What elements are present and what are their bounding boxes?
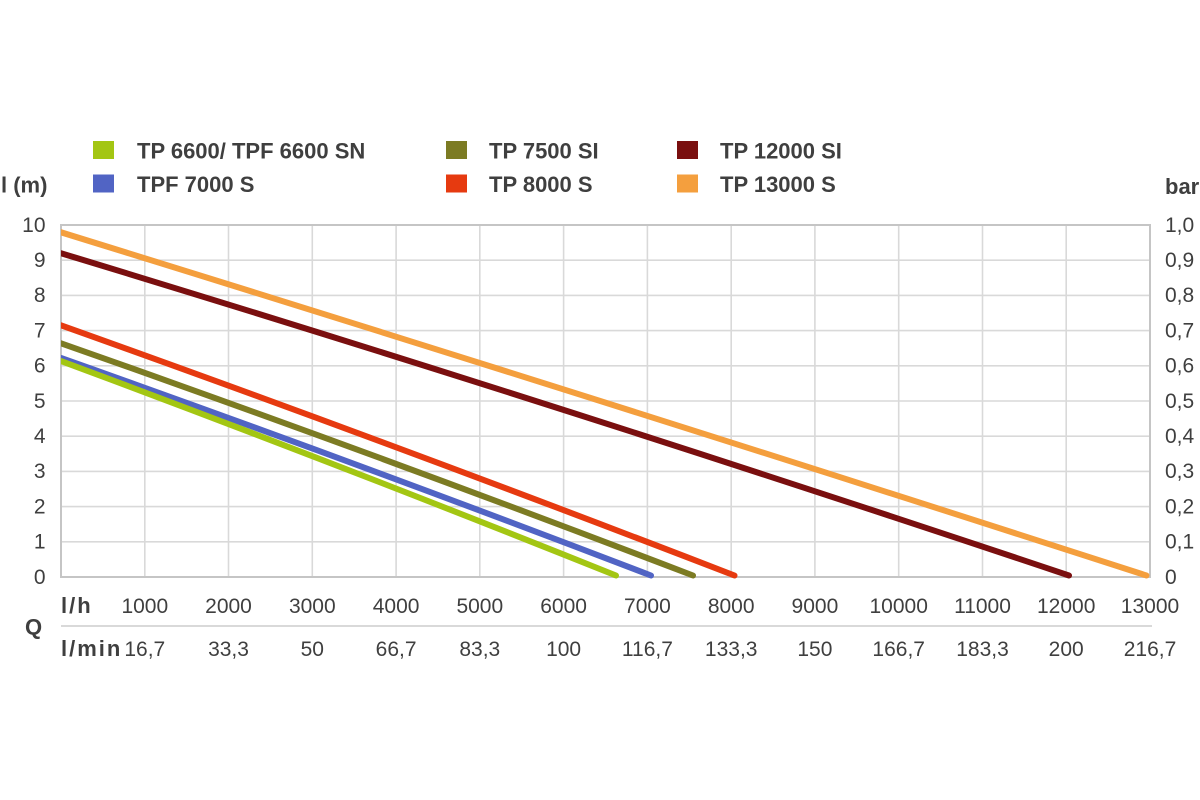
- svg-text:0,3: 0,3: [1165, 460, 1194, 483]
- svg-text:TPF 7000 S: TPF 7000 S: [137, 172, 254, 197]
- svg-text:Q: Q: [25, 615, 42, 640]
- svg-text:1: 1: [34, 531, 46, 554]
- svg-text:50: 50: [301, 638, 324, 661]
- svg-text:16,7: 16,7: [124, 638, 165, 661]
- svg-text:0,4: 0,4: [1165, 425, 1195, 448]
- svg-text:0: 0: [1165, 566, 1177, 589]
- svg-text:0,6: 0,6: [1165, 355, 1194, 378]
- svg-text:166,7: 166,7: [872, 638, 925, 661]
- svg-text:133,3: 133,3: [705, 638, 758, 661]
- svg-text:bar: bar: [1165, 174, 1200, 199]
- svg-text:0: 0: [34, 566, 46, 589]
- svg-text:33,3: 33,3: [208, 638, 249, 661]
- svg-text:8: 8: [34, 284, 46, 307]
- svg-text:11000: 11000: [954, 595, 1011, 618]
- svg-text:5000: 5000: [456, 595, 503, 618]
- svg-text:l (m): l (m): [1, 173, 47, 198]
- svg-text:10000: 10000: [869, 595, 927, 618]
- svg-text:150: 150: [797, 638, 832, 661]
- svg-text:TP 6600/ TPF 6600 SN: TP 6600/ TPF 6600 SN: [137, 139, 365, 164]
- svg-text:3: 3: [34, 460, 46, 483]
- svg-text:9: 9: [34, 249, 46, 272]
- svg-text:10: 10: [22, 214, 45, 237]
- svg-text:66,7: 66,7: [376, 638, 417, 661]
- svg-text:0,9: 0,9: [1165, 249, 1194, 272]
- svg-text:4: 4: [34, 425, 46, 448]
- svg-text:100: 100: [546, 638, 581, 661]
- svg-text:5: 5: [34, 390, 46, 413]
- svg-text:12000: 12000: [1037, 595, 1095, 618]
- svg-text:0,7: 0,7: [1165, 319, 1194, 342]
- svg-text:0,2: 0,2: [1165, 495, 1194, 518]
- svg-text:216,7: 216,7: [1124, 638, 1177, 661]
- svg-text:116,7: 116,7: [622, 638, 673, 661]
- svg-text:83,3: 83,3: [459, 638, 500, 661]
- svg-text:3000: 3000: [289, 595, 336, 618]
- svg-text:13000: 13000: [1121, 595, 1179, 618]
- svg-text:l/h: l/h: [61, 593, 93, 618]
- svg-text:0,5: 0,5: [1165, 390, 1194, 413]
- svg-text:7000: 7000: [624, 595, 671, 618]
- svg-text:l/min: l/min: [61, 636, 122, 661]
- svg-text:1,0: 1,0: [1165, 214, 1194, 237]
- svg-text:0,1: 0,1: [1165, 531, 1194, 554]
- svg-text:TP 8000 S: TP 8000 S: [489, 172, 593, 197]
- svg-text:2: 2: [34, 495, 46, 518]
- svg-text:TP 7500 SI: TP 7500 SI: [489, 139, 599, 164]
- svg-text:1000: 1000: [121, 595, 168, 618]
- svg-text:9000: 9000: [792, 595, 839, 618]
- svg-text:0,8: 0,8: [1165, 284, 1194, 307]
- svg-text:2000: 2000: [205, 595, 252, 618]
- svg-text:183,3: 183,3: [956, 638, 1009, 661]
- svg-text:8000: 8000: [708, 595, 755, 618]
- svg-text:6000: 6000: [540, 595, 587, 618]
- svg-text:TP 13000 S: TP 13000 S: [720, 172, 836, 197]
- svg-text:200: 200: [1049, 638, 1084, 661]
- svg-text:TP 12000 SI: TP 12000 SI: [720, 139, 842, 164]
- svg-text:6: 6: [34, 355, 46, 378]
- svg-text:4000: 4000: [373, 595, 420, 618]
- svg-text:7: 7: [34, 319, 46, 342]
